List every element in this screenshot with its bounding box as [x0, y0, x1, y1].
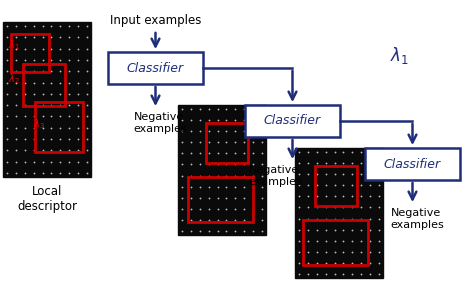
Text: Classifier: Classifier: [264, 115, 321, 128]
Text: Negative
examples: Negative examples: [391, 208, 444, 230]
Text: $\lambda_3$: $\lambda_3$: [33, 117, 45, 131]
Text: $\lambda_2$: $\lambda_2$: [8, 72, 20, 86]
Bar: [295, 148, 383, 278]
Bar: [303, 220, 368, 265]
Text: Input examples: Input examples: [110, 14, 201, 27]
Bar: [245, 105, 340, 137]
Bar: [108, 52, 203, 84]
Bar: [178, 105, 266, 235]
Bar: [3, 22, 91, 177]
Bar: [35, 102, 83, 152]
Bar: [315, 166, 357, 206]
Bar: [23, 64, 65, 106]
Text: $\lambda_1$: $\lambda_1$: [390, 45, 409, 65]
Bar: [11, 34, 49, 72]
Text: Negative
examples: Negative examples: [134, 112, 187, 134]
Bar: [365, 148, 460, 180]
Bar: [188, 177, 253, 222]
Text: Negative
examples: Negative examples: [248, 165, 302, 187]
Text: Classifier: Classifier: [384, 158, 441, 170]
Bar: [206, 123, 248, 163]
Text: Local
descriptor: Local descriptor: [17, 185, 77, 213]
Text: Classifier: Classifier: [127, 62, 184, 75]
Text: $\lambda_1$: $\lambda_1$: [8, 38, 20, 52]
